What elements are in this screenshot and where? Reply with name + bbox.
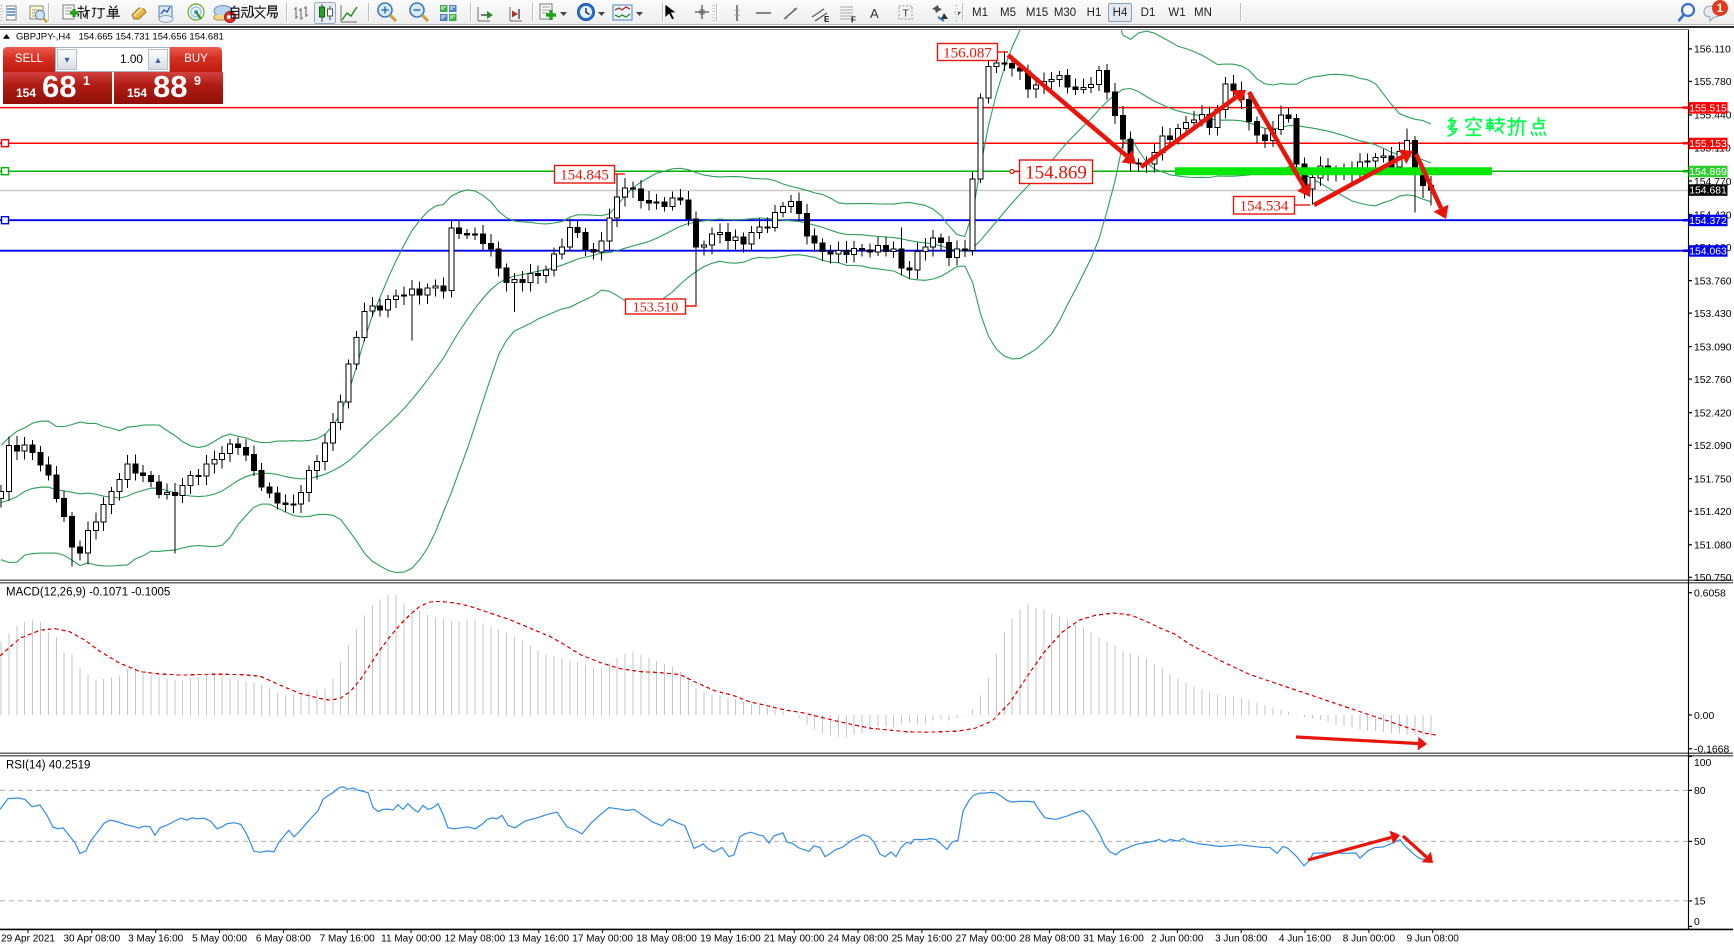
svg-text:153.760: 153.760	[1694, 276, 1732, 287]
svg-text:154.869: 154.869	[1025, 163, 1087, 184]
svg-text:18 May 08:00: 18 May 08:00	[636, 934, 697, 945]
svg-text:0.6058: 0.6058	[1694, 589, 1726, 600]
svg-text:151.080: 151.080	[1694, 541, 1732, 552]
svg-text:19 May 16:00: 19 May 16:00	[700, 934, 761, 945]
svg-text:15: 15	[1694, 897, 1706, 908]
svg-text:12 May 08:00: 12 May 08:00	[445, 934, 506, 945]
svg-text:155.153: 155.153	[1689, 139, 1727, 150]
svg-text:154.681: 154.681	[1689, 186, 1727, 197]
svg-text:150.750: 150.750	[1694, 573, 1732, 584]
svg-text:E: E	[824, 15, 830, 24]
svg-text:A: A	[870, 6, 879, 21]
svg-text:0.00: 0.00	[1694, 711, 1714, 722]
svg-text:9 Jun 08:00: 9 Jun 08:00	[1407, 934, 1460, 945]
svg-text:3 May 16:00: 3 May 16:00	[128, 934, 183, 945]
svg-text:153.510: 153.510	[633, 301, 679, 316]
svg-text:13 May 16:00: 13 May 16:00	[508, 934, 569, 945]
svg-text:0: 0	[1694, 917, 1700, 928]
svg-text:31 May 16:00: 31 May 16:00	[1083, 934, 1144, 945]
svg-text:28 May 08:00: 28 May 08:00	[1019, 934, 1080, 945]
svg-text:3 Jun 08:00: 3 Jun 08:00	[1215, 934, 1268, 945]
svg-text:80: 80	[1694, 786, 1706, 797]
svg-text:-0.1668: -0.1668	[1694, 745, 1729, 756]
svg-text:RSI(14) 40.2519: RSI(14) 40.2519	[6, 760, 90, 772]
svg-text:25 May 16:00: 25 May 16:00	[892, 934, 953, 945]
svg-text:154.770: 154.770	[1694, 177, 1732, 188]
svg-text:11 May 00:00: 11 May 00:00	[381, 934, 441, 945]
svg-text:155.440: 155.440	[1694, 111, 1732, 122]
svg-text:29 Apr 2021: 29 Apr 2021	[1, 934, 55, 945]
svg-text:6 May 08:00: 6 May 08:00	[256, 934, 311, 945]
svg-text:154.372: 154.372	[1689, 216, 1727, 227]
svg-text:2 Jun 00:00: 2 Jun 00:00	[1151, 934, 1204, 945]
svg-text:F: F	[851, 16, 856, 25]
svg-text:4 Jun 16:00: 4 Jun 16:00	[1279, 934, 1332, 945]
svg-text:30 Apr 08:00: 30 Apr 08:00	[63, 934, 120, 945]
svg-text:GBPJPY-,H4 154.665 154.731 1: GBPJPY-,H4 154.665 154.731 154.656 154.6…	[16, 32, 224, 43]
svg-text:152.420: 152.420	[1694, 409, 1732, 420]
svg-text:50: 50	[1694, 837, 1706, 848]
svg-text:21 May 00:00: 21 May 00:00	[764, 934, 825, 945]
svg-text:154.063: 154.063	[1689, 247, 1727, 258]
svg-text:154.845: 154.845	[560, 168, 609, 184]
svg-text:T: T	[903, 8, 910, 20]
svg-text:100: 100	[1694, 758, 1712, 769]
svg-text:17 May 00:00: 17 May 00:00	[572, 934, 633, 945]
svg-text:MACD(12,26,9) -0.1071 -0.1005: MACD(12,26,9) -0.1071 -0.1005	[6, 587, 170, 599]
svg-text:152.090: 152.090	[1694, 441, 1732, 452]
svg-text:151.750: 151.750	[1694, 475, 1732, 486]
svg-text:7 May 16:00: 7 May 16:00	[320, 934, 375, 945]
svg-text:27 May 00:00: 27 May 00:00	[955, 934, 1016, 945]
svg-text:155.780: 155.780	[1694, 77, 1732, 88]
svg-text:5 May 00:00: 5 May 00:00	[192, 934, 247, 945]
svg-text:156.110: 156.110	[1694, 45, 1731, 56]
svg-text:24 May 08:00: 24 May 08:00	[828, 934, 889, 945]
svg-text:152.760: 152.760	[1694, 375, 1732, 386]
svg-text:8 Jun 00:00: 8 Jun 00:00	[1343, 934, 1396, 945]
svg-text:1: 1	[1717, 3, 1724, 15]
svg-text:154.534: 154.534	[1240, 199, 1289, 215]
svg-text:154.869: 154.869	[1689, 167, 1727, 178]
svg-text:151.420: 151.420	[1694, 507, 1732, 518]
svg-text:153.430: 153.430	[1694, 309, 1732, 320]
svg-text:156.087: 156.087	[943, 45, 992, 61]
svg-text:153.090: 153.090	[1694, 342, 1732, 353]
svg-text:155.515: 155.515	[1689, 103, 1727, 114]
